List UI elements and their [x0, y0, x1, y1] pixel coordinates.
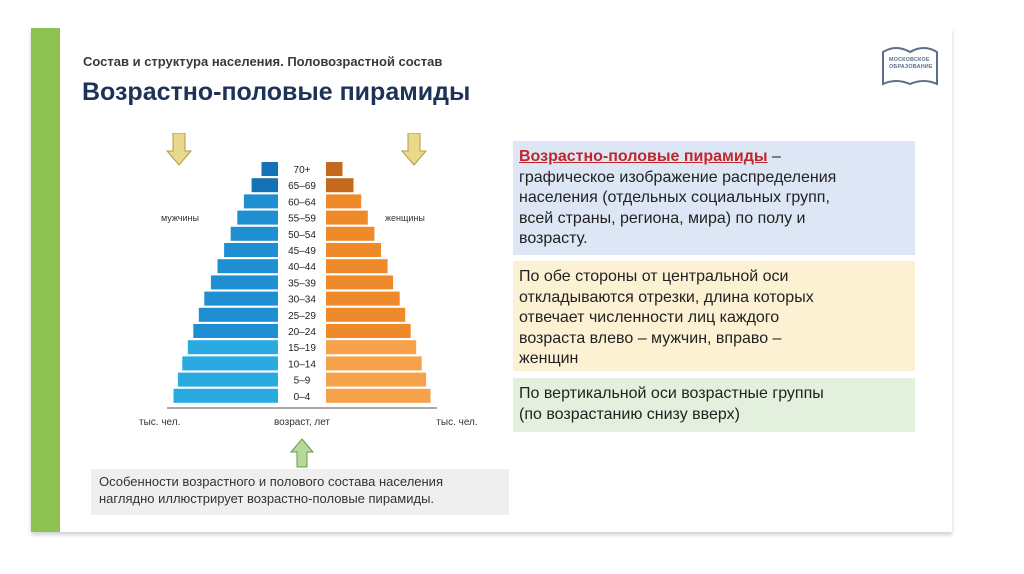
arrow-up-icon [290, 438, 314, 468]
explanation-line: По обе стороны от центральной оси [519, 268, 789, 285]
definition-line: населения (отдельных социальных групп, [519, 189, 830, 206]
age-group-label: 30–34 [288, 295, 316, 306]
male-bar [204, 291, 278, 306]
axis-note-line: (по возрастанию снизу вверх) [519, 405, 740, 423]
arrow-down-right-icon [400, 133, 428, 166]
male-bar [210, 275, 278, 290]
male-bar [237, 210, 278, 225]
explanation-line: возраста влево – мужчин, вправо – [519, 329, 782, 347]
male-bar [230, 226, 278, 241]
age-group-label: 5–9 [294, 376, 311, 387]
page-subtitle: Состав и структура населения. Половозрас… [83, 54, 443, 69]
female-bar [326, 275, 394, 290]
age-group-label: 20–24 [288, 327, 316, 338]
slide: Состав и структура населения. Половозрас… [31, 28, 952, 532]
female-bar [326, 243, 381, 257]
definition-line: всей страны, региона, мира) по полу и [519, 209, 806, 227]
explanation-line: откладываются отрезки, длина которых [519, 288, 814, 306]
female-bar [326, 324, 411, 338]
age-sex-pyramid: мужчины женщины 0–4 5–9 10–14 15–19 20–24 25–… [139, 133, 478, 428]
female-bar [326, 226, 375, 241]
female-bar [326, 307, 406, 322]
definition-dash: – [767, 148, 781, 165]
caption-line: наглядно иллюстрирует возрастно-половые … [99, 491, 435, 506]
logo-line-1: МОСКОВСКОЕ [889, 57, 930, 63]
female-bar [326, 259, 388, 274]
page-title: Возрастно-половые пирамиды [82, 78, 471, 106]
logo-text: МОСКОВСКОЕ ОБРАЗОВАНИЕ [889, 57, 933, 71]
male-bar [261, 162, 278, 176]
age-group-label: 0–4 [294, 392, 311, 403]
male-bar [224, 243, 278, 257]
definition-line: возрасту. [519, 230, 588, 247]
label-women: женщины [385, 213, 425, 223]
logo-book-icon [882, 47, 938, 86]
label-men: мужчины [161, 213, 199, 223]
male-bar [198, 307, 278, 322]
axis-note-box: По вертикальной оси возрастные группы (п… [513, 378, 915, 432]
axis-label-right: тыс. чел. [436, 417, 477, 428]
age-group-label: 65–69 [288, 181, 316, 192]
female-bar [326, 210, 368, 225]
accent-bar [31, 28, 60, 532]
female-bar [326, 178, 354, 193]
explanation-box: По обе стороны от центральной оси отклад… [513, 261, 915, 371]
female-bar [326, 291, 400, 306]
age-group-label: 70+ [294, 165, 311, 176]
caption-box: Особенности возрастного и полового соста… [91, 469, 509, 515]
definition-line: графическое изображение распределения [519, 168, 837, 186]
explanation-line: отвечает численности лиц каждого [519, 309, 780, 326]
axis-label-center: возраст, лет [274, 417, 330, 428]
age-group-label: 15–19 [288, 343, 316, 354]
age-group-label: 10–14 [288, 359, 316, 370]
female-bar [326, 356, 422, 371]
male-bar [243, 194, 278, 209]
male-bar [187, 340, 278, 355]
female-bar [326, 194, 362, 209]
male-bar [177, 372, 278, 387]
male-bar [182, 356, 278, 371]
arrow-down-left-icon [165, 133, 193, 166]
age-group-label: 50–54 [288, 230, 316, 241]
age-group-label: 25–29 [288, 311, 316, 322]
explanation-line: женщин [519, 350, 579, 367]
age-group-label: 35–39 [288, 278, 316, 289]
male-bar [173, 388, 278, 403]
definition-box: Возрастно-половые пирамиды – графическое… [513, 141, 915, 255]
caption-line: Особенности возрастного и полового соста… [99, 474, 443, 489]
axis-note-line: По вертикальной оси возрастные группы [519, 385, 824, 402]
female-bar [326, 388, 431, 403]
female-bar [326, 162, 343, 176]
male-bar [193, 324, 278, 338]
axis-label-left: тыс. чел. [139, 417, 180, 428]
age-group-label: 60–64 [288, 197, 316, 208]
female-bar [326, 372, 427, 387]
age-group-label: 45–49 [288, 246, 316, 257]
age-group-label: 40–44 [288, 262, 316, 273]
male-bar [217, 259, 278, 274]
logo-line-2: ОБРАЗОВАНИЕ [889, 64, 933, 70]
definition-term: Возрастно-половые пирамиды [519, 148, 768, 165]
age-group-label: 55–59 [288, 214, 316, 225]
female-bar [326, 340, 417, 355]
male-bar [251, 178, 278, 193]
